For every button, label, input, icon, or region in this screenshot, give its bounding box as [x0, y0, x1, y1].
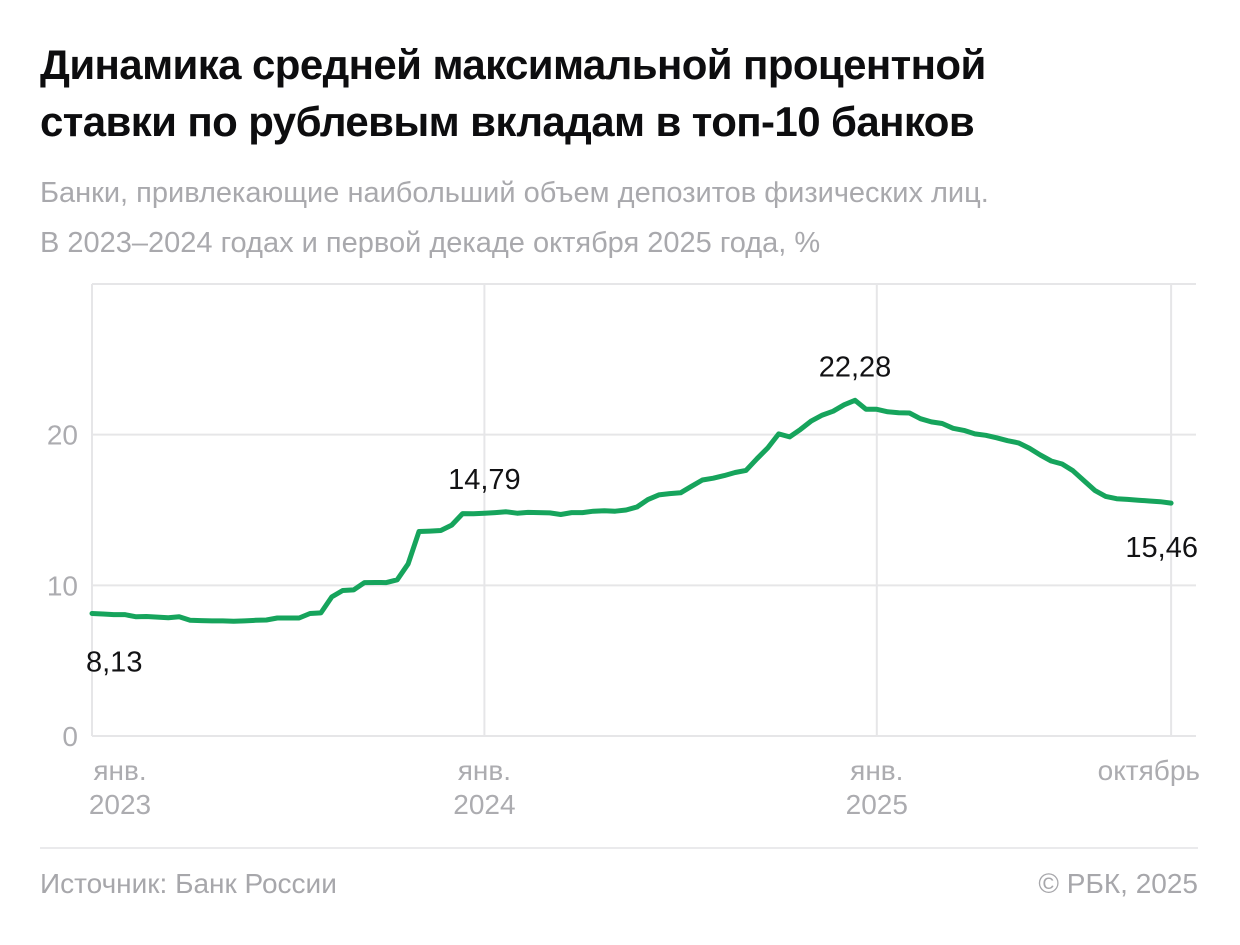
footer-divider: [40, 847, 1198, 849]
x-tick-label: октябрь: [1098, 755, 1200, 786]
footer: Источник: Банк России © РБК, 2025: [40, 866, 1198, 902]
source-label: Источник: Банк России: [40, 868, 337, 899]
chart-title: Динамика средней максимальной процентной…: [40, 41, 986, 145]
x-tick-label: янв.: [93, 755, 146, 786]
rate-line: [89, 397, 1174, 624]
data-label-15-46: 15,46: [1125, 532, 1198, 564]
copyright-label: © РБК, 2025: [1038, 868, 1198, 899]
data-label-8-13: 8,13: [86, 647, 142, 679]
x-tick-label: 2025: [846, 789, 908, 820]
y-tick-label: 0: [62, 721, 78, 752]
x-tick-label: 2023: [89, 789, 151, 820]
y-tick-label: 20: [47, 420, 78, 451]
x-tick-label: янв.: [850, 755, 903, 786]
x-tick-label: 2024: [453, 789, 515, 820]
y-tick-label: 10: [47, 570, 78, 601]
data-label-14-79: 14,79: [448, 464, 521, 496]
data-label-22-28: 22,28: [819, 351, 892, 383]
chart-subtitle: Банки, привлекающие наибольший объем деп…: [40, 177, 989, 259]
x-tick-label: янв.: [458, 755, 511, 786]
